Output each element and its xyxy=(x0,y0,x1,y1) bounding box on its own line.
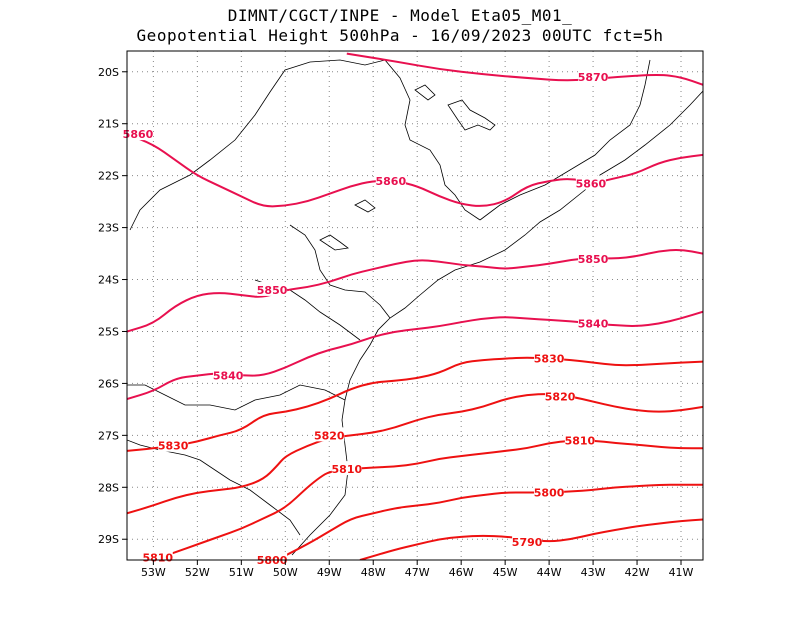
contour-label-bg xyxy=(534,484,565,499)
contour-label-5850: 5850 xyxy=(578,253,609,266)
contour-label-5860: 5860 xyxy=(376,175,407,188)
contour-labels: 5870 5860 5860 5860 5850 5850 5840 5840 5830 5830… xyxy=(122,68,609,567)
contour-label-bg xyxy=(375,172,406,187)
contour-label-bg xyxy=(158,437,189,452)
x-tick-label: 48W xyxy=(361,566,386,579)
contour-label-5830: 5830 xyxy=(534,352,565,365)
y-tick-label: 29S xyxy=(98,533,119,546)
contour-label-5810: 5810 xyxy=(332,463,363,476)
y-tick-label: 27S xyxy=(98,429,119,442)
contour-label-5800: 5800 xyxy=(534,486,565,499)
contour-label-bg xyxy=(213,367,244,382)
contour-label-bg xyxy=(578,68,609,83)
axis-ticks: 53W 52W 51W 50W 49W 48W 47W 46W 45W 44W 43W 42W 41W 2… xyxy=(98,66,694,579)
y-tick-label: 20S xyxy=(98,66,119,79)
state-border-north xyxy=(129,59,481,231)
state-border-sao-paulo xyxy=(289,224,391,319)
contour-label-bg xyxy=(257,552,288,566)
coastline-and-borders xyxy=(127,59,703,556)
contour-label-5810: 5810 xyxy=(565,435,596,448)
contour-label-bg xyxy=(331,461,362,476)
contour-label-bg xyxy=(578,315,609,330)
inland-lake-2 xyxy=(414,84,436,101)
contour-label-5860: 5860 xyxy=(123,128,154,141)
contour-label-5840: 5840 xyxy=(213,370,244,383)
contour-label-bg xyxy=(575,175,606,190)
y-tick-label: 28S xyxy=(98,481,119,494)
contour-label-bg xyxy=(257,281,288,296)
paraguay-border xyxy=(127,384,346,411)
grid-lines xyxy=(127,51,703,560)
contour-label-bg xyxy=(122,126,153,141)
contour-label-bg xyxy=(534,350,565,365)
x-tick-label: 42W xyxy=(625,566,650,579)
inland-lake-4 xyxy=(354,199,376,213)
contour-label-5850: 5850 xyxy=(257,284,288,297)
contour-label-bg xyxy=(314,427,345,442)
x-tick-label: 46W xyxy=(449,566,474,579)
contour-5800 xyxy=(276,483,703,560)
contour-5860 xyxy=(127,133,703,208)
x-tick-label: 51W xyxy=(229,566,254,579)
contour-5810 xyxy=(153,439,703,560)
x-tick-label: 45W xyxy=(493,566,518,579)
contour-5830 xyxy=(127,356,703,452)
contour-label-5830: 5830 xyxy=(158,440,189,453)
contour-label-bg xyxy=(545,388,576,403)
y-tick-label: 23S xyxy=(98,222,119,235)
x-tick-label: 50W xyxy=(273,566,298,579)
contour-label-5810: 5810 xyxy=(142,551,173,564)
contour-label-5840: 5840 xyxy=(578,318,609,331)
map-title-line2: Geopotential Height 500hPa - 16/09/2023 … xyxy=(136,26,664,45)
state-border-minas-rio xyxy=(479,59,651,221)
contour-5870 xyxy=(346,52,703,86)
height-contours xyxy=(127,52,703,560)
contour-label-bg xyxy=(578,250,609,265)
contour-label-bg xyxy=(512,533,543,548)
contour-label-bg xyxy=(564,432,595,447)
contour-5820 xyxy=(127,393,703,515)
y-tick-label: 22S xyxy=(98,170,119,183)
contour-5850 xyxy=(127,248,703,333)
y-tick-label: 25S xyxy=(98,325,119,338)
x-tick-label: 41W xyxy=(669,566,694,579)
x-tick-label: 53W xyxy=(141,566,166,579)
contour-5840 xyxy=(127,310,703,400)
contour-label-5790: 5790 xyxy=(512,536,543,549)
contour-label-5820: 5820 xyxy=(314,429,345,442)
map-title-line1: DIMNT/CGCT/INPE - Model Eta05_M01_ xyxy=(227,6,573,25)
y-tick-label: 21S xyxy=(98,118,119,131)
x-tick-label: 52W xyxy=(185,566,210,579)
y-tick-label: 24S xyxy=(98,274,119,287)
plot-frame xyxy=(126,50,704,561)
brazil-coastline xyxy=(291,90,703,556)
contour-label-5860: 5860 xyxy=(576,177,607,190)
inland-lake-3 xyxy=(319,234,350,251)
inland-lake-1 xyxy=(447,99,496,131)
contour-label-5820: 5820 xyxy=(545,390,576,403)
x-tick-label: 47W xyxy=(405,566,430,579)
contour-label-5870: 5870 xyxy=(578,71,609,84)
y-tick-label: 26S xyxy=(98,377,119,390)
x-tick-label: 43W xyxy=(581,566,606,579)
x-tick-label: 49W xyxy=(317,566,342,579)
x-tick-label: 44W xyxy=(537,566,562,579)
